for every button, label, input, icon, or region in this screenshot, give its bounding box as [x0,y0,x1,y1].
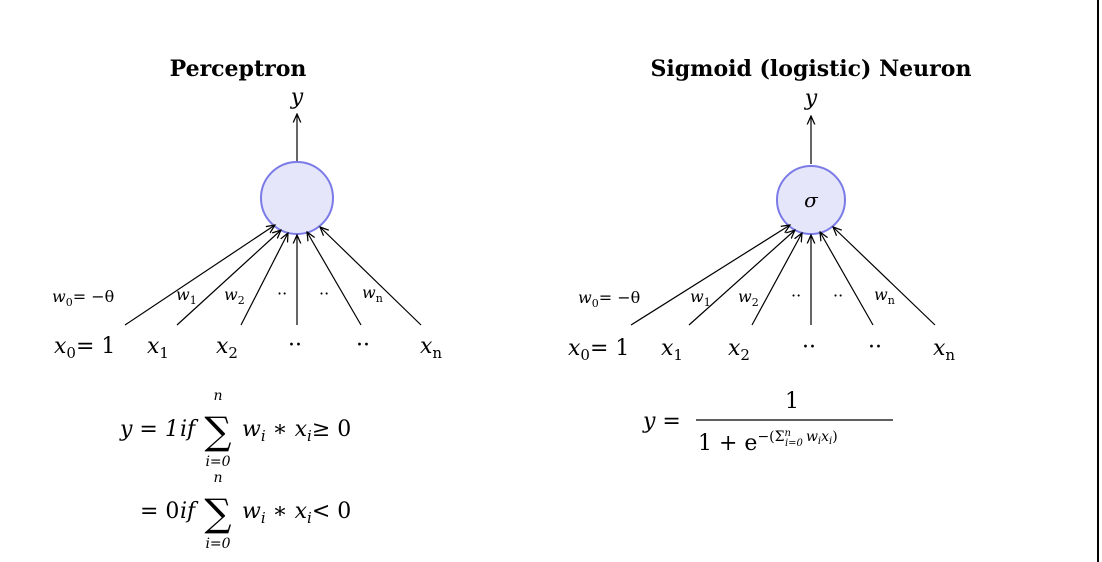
perceptron-rule1-sum-bottom: i=0 [205,454,230,470]
right-border [1097,0,1099,562]
perceptron-input-dots1: ·· [288,333,302,358]
sigmoid-weight-2: w2 [738,287,759,309]
perceptron-arrow-dots2 [307,232,362,326]
sigmoid-neuron [776,165,846,235]
perceptron-rule2-body: wi ∗ xi< 0 [242,499,351,527]
perceptron-rule2-lhs: = 0 [140,499,179,524]
sigmoid-formula-lhs: y = [642,409,681,434]
perceptron-input-x2: x2 [216,334,238,362]
sigmoid-weight-dots1: ·· [791,286,801,305]
perceptron-panel: Perceptron y w0= −θ w1 w2 ·· ·· wn x0= 1… [52,56,442,552]
perceptron-weight-0: w0= −θ [52,287,114,309]
perceptron-arrow-xn [320,227,422,326]
sigmoid-title: Sigmoid (logistic) Neuron [651,56,972,82]
sigmoid-weight-1: w1 [690,287,711,309]
perceptron-output-label: y [290,85,304,110]
perceptron-input-labels: x0= 1 x1 x2 ·· ·· xn [54,333,442,362]
perceptron-rule-1: y = 1 if n ∑ i=0 wi ∗ xi≥ 0 [119,388,351,470]
sigmoid-input-x1: x1 [661,336,683,364]
perceptron-rule2-sum-bottom: i=0 [205,536,230,552]
sigmoid-input-x0: x0= 1 [568,336,629,364]
sigmoid-input-dots1: ·· [802,335,816,360]
perceptron-neuron [260,161,334,235]
perceptron-input-arrows [124,225,422,326]
sigmoid-weight-n: wn [874,285,895,307]
sigmoid-arrow-x1 [688,230,795,326]
perceptron-weight-dots2: ·· [319,284,329,303]
perceptron-weight-2: w2 [224,285,245,307]
perceptron-weight-1: w1 [176,285,197,307]
sigmoid-input-arrows [630,225,936,326]
perceptron-rule1-body: wi ∗ xi≥ 0 [242,417,351,445]
sigmoid-arrow-dots2 [820,232,874,326]
sigmoid-weight-labels: w0= −θ w1 w2 ·· ·· wn [578,285,895,310]
sigmoid-formula-numerator: 1 [785,389,799,414]
perceptron-rule2-sum-top: n [213,470,222,486]
perceptron-rule2-sigma: ∑ [204,491,231,535]
perceptron-rule1-lhs: y = 1 [119,417,179,442]
sigmoid-arrow-x0 [630,225,790,326]
sigmoid-input-xn: xn [933,336,955,364]
perceptron-arrow-x1 [176,230,281,326]
sigmoid-neuron-symbol: σ [804,188,819,212]
sigmoid-formula-denominator: 1 + e−(Σn i=0 wixi) [698,428,838,456]
perceptron-arrow-x0 [124,225,275,326]
perceptron-input-x1: x1 [147,334,169,362]
perceptron-input-x0: x0= 1 [54,334,115,362]
sigmoid-weight-0: w0= −θ [578,288,640,310]
perceptron-rule1-sigma: ∑ [204,409,231,453]
sigmoid-input-x2: x2 [728,336,750,364]
sigmoid-input-dots2: ·· [868,335,882,360]
perceptron-rule-2: = 0 if n ∑ i=0 wi ∗ xi< 0 [140,470,351,552]
perceptron-rule1-cond: if [180,417,199,442]
sigmoid-arrow-x2 [751,233,802,326]
sigmoid-formula: y = 1 1 + e−(Σn i=0 wixi) [642,389,893,456]
perceptron-input-xn: xn [420,334,442,362]
sigmoid-input-labels: x0= 1 x1 x2 ·· ·· xn [568,335,955,364]
perceptron-title: Perceptron [170,56,307,82]
perceptron-input-dots2: ·· [356,333,370,358]
sigmoid-panel: Sigmoid (logistic) Neuron y σ w0= −θ w1 … [568,56,971,456]
perceptron-rule1-sum-top: n [213,388,222,404]
sigmoid-arrow-xn [833,227,936,326]
perceptron-weight-n: wn [362,283,383,305]
sigmoid-weight-dots2: ·· [833,286,843,305]
sigmoid-output-label: y [804,86,818,111]
perceptron-arrow-x2 [240,233,288,326]
perceptron-rule2-cond: if [180,499,199,524]
perceptron-weight-dots1: ·· [277,284,287,303]
perceptron-weight-labels: w0= −θ w1 w2 ·· ·· wn [52,283,383,309]
